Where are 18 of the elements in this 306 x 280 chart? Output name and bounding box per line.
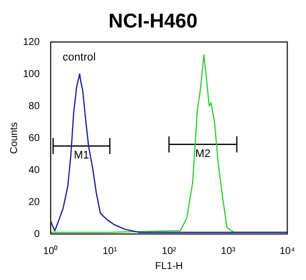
- x-tick-label: 10¹: [102, 246, 118, 257]
- x-tick-label: 10⁰: [43, 244, 58, 257]
- series-label: M1: [74, 150, 90, 162]
- y-tick-label: 20: [28, 196, 40, 208]
- series-label: M2: [195, 148, 211, 160]
- y-tick-label: 80: [28, 100, 40, 112]
- y-tick-label: 0: [34, 228, 40, 240]
- annotation: control: [62, 52, 96, 64]
- x-tick-label: 10²: [162, 246, 177, 257]
- x-tick-label: 10³: [220, 246, 236, 257]
- x-axis-title: FL1-H: [155, 260, 183, 272]
- chart-title: NCI-H460: [108, 10, 198, 33]
- y-tick-label: 60: [28, 132, 40, 144]
- y-tick-label: 100: [22, 68, 40, 80]
- y-tick-label: 40: [28, 164, 40, 176]
- x-tick-label: 10⁴: [280, 246, 295, 257]
- y-tick-label: 120: [22, 36, 40, 48]
- y-axis-title: Counts: [8, 122, 20, 154]
